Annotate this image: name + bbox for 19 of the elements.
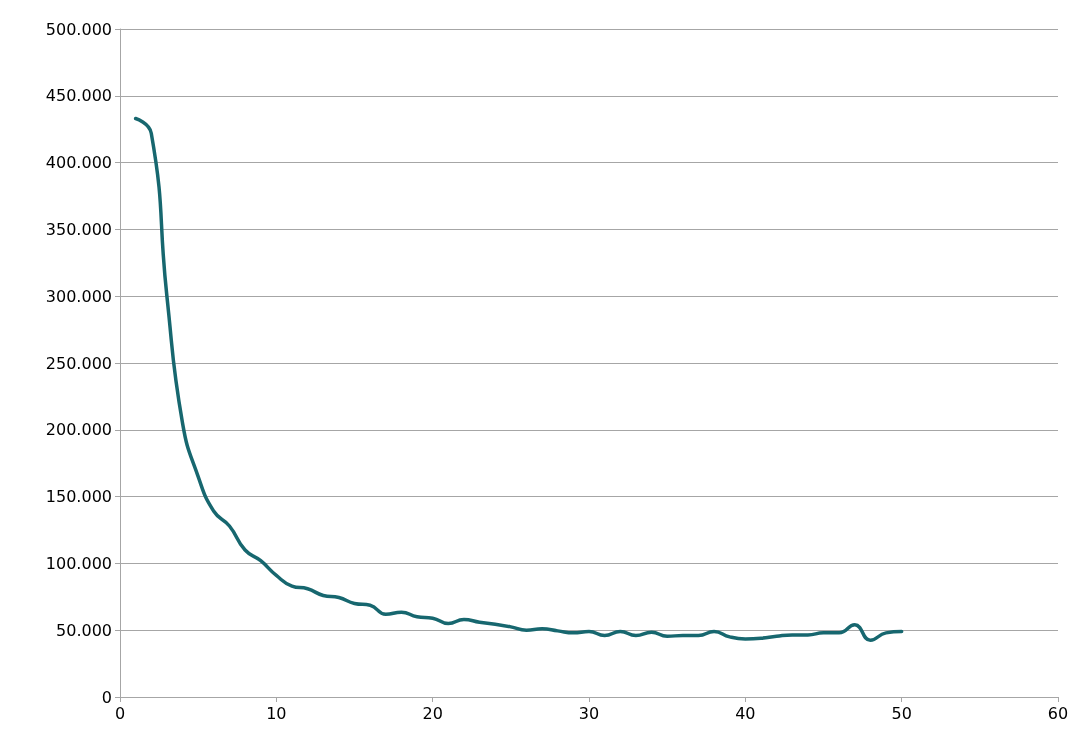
- x-tick-label: 10: [266, 703, 287, 723]
- y-tick-label: 350.000: [45, 219, 112, 239]
- y-tick-label: 50.000: [56, 620, 112, 640]
- y-tick-label: 400.000: [45, 153, 112, 173]
- x-tick-label: 50: [891, 703, 912, 723]
- x-tick-label: 60: [1047, 703, 1069, 723]
- y-tick-label: 100.000: [45, 553, 112, 573]
- x-tick-label: 30: [578, 703, 600, 723]
- y-tick-label: 150.000: [45, 487, 112, 507]
- y-tick-label: 200.000: [45, 420, 112, 440]
- x-tick-label: 0: [114, 703, 126, 723]
- x-tick-label: 40: [735, 703, 756, 723]
- y-tick-label: 500.000: [45, 19, 112, 39]
- y-tick-label: 450.000: [45, 86, 112, 106]
- x-tick-label: 20: [422, 703, 443, 723]
- y-tick-label: 300.000: [45, 286, 112, 306]
- line-series: [133, 116, 904, 642]
- y-tick-label: 0: [101, 687, 112, 707]
- y-tick-label: 250.000: [45, 353, 112, 373]
